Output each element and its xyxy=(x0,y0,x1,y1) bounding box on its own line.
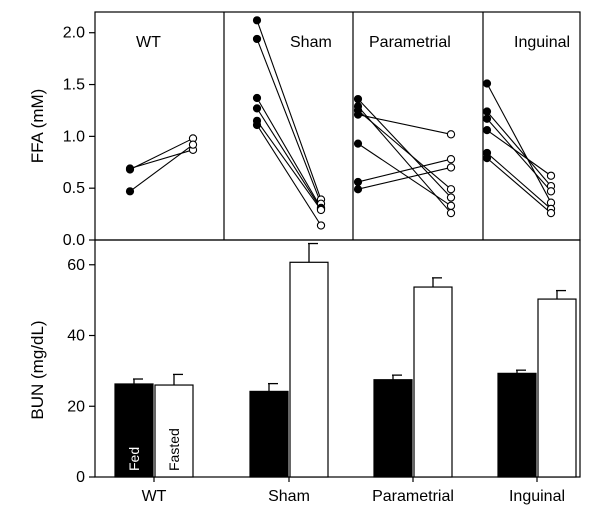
bun-y-tick-label: 0 xyxy=(76,469,85,486)
ffa-fasted-point xyxy=(446,155,456,164)
legend-fed-label: Fed xyxy=(126,447,142,471)
bun-y-tick-label: 60 xyxy=(67,257,85,274)
ffa-fed-point xyxy=(482,79,492,88)
ffa-fed-point xyxy=(252,93,262,103)
bun-fasted-bar xyxy=(413,286,453,478)
ffa-pair-line xyxy=(357,114,452,135)
ffa-panel-label: Sham xyxy=(290,34,332,51)
ffa-fed-point xyxy=(482,107,492,116)
bun-fed-bar xyxy=(497,372,537,478)
bun-fed-bar xyxy=(114,383,154,478)
ffa-fasted-point xyxy=(446,163,456,172)
ffa-fed-point xyxy=(482,154,492,163)
bun-category-label: WT xyxy=(142,488,167,505)
ffa-panel-label: WT xyxy=(136,34,161,51)
ffa-pair-line xyxy=(357,98,452,198)
ffa-pair-line xyxy=(129,137,194,171)
ffa-fed-point xyxy=(252,104,262,113)
ffa-pair-line xyxy=(256,38,322,204)
ffa-fed-point xyxy=(252,16,262,25)
bun-bar-chart: 0 20 40 60 WT Sham Parametrial Inguinal Fed Faste… xyxy=(67,239,581,505)
ffa-fasted-point xyxy=(188,140,198,149)
bun-fed-bar xyxy=(373,379,413,478)
ffa-fasted-point xyxy=(546,208,556,218)
ffa-pair-line xyxy=(357,110,452,190)
ffa-y-tick-label: 2.0 xyxy=(63,25,85,42)
bun-fasted-bar xyxy=(289,261,329,478)
ffa-fed-point xyxy=(482,114,492,123)
ffa-pair-line xyxy=(486,111,552,187)
bun-y-tick-label: 40 xyxy=(67,328,85,345)
ffa-pair-line xyxy=(129,149,194,170)
ffa-frame xyxy=(94,11,581,241)
ffa-pair-line xyxy=(486,118,552,192)
ffa-fasted-point xyxy=(316,221,326,230)
ffa-fed-point xyxy=(353,94,363,104)
ffa-pair-line xyxy=(256,20,322,200)
ffa-pair-line xyxy=(486,129,552,177)
ffa-fed-point xyxy=(353,185,363,194)
bun-axis-title: BUN (mg/dL) xyxy=(28,320,47,419)
bun-category-label: Inguinal xyxy=(509,488,565,505)
ffa-fasted-point xyxy=(546,187,556,196)
ffa-y-tick-label: 1.0 xyxy=(63,128,85,145)
ffa-panel-label: Inguinal xyxy=(514,34,570,51)
ffa-y-tick-label: 1.5 xyxy=(63,77,85,94)
bun-frame xyxy=(94,239,581,478)
ffa-fed-point xyxy=(353,110,363,119)
ffa-fed-point xyxy=(482,126,492,135)
ffa-pair-line xyxy=(486,152,552,210)
ffa-y-tick-label: 0.5 xyxy=(63,180,85,197)
bun-fed-bar xyxy=(249,390,289,478)
ffa-fed-point xyxy=(252,34,262,44)
ffa-fasted-point xyxy=(546,171,556,180)
ffa-pair-line xyxy=(256,108,322,210)
ffa-fed-point xyxy=(353,139,363,148)
ffa-fed-point xyxy=(125,187,135,196)
legend-fasted-label: Fasted xyxy=(166,428,182,471)
ffa-fed-point xyxy=(252,120,262,130)
ffa-pair-line xyxy=(486,157,552,214)
ffa-fasted-point xyxy=(446,193,456,202)
ffa-panel-label: Parametrial xyxy=(369,34,451,51)
ffa-pair-line xyxy=(256,120,322,211)
ffa-pair-line xyxy=(357,166,452,190)
bun-category-label: Sham xyxy=(268,488,310,505)
ffa-axis-title: FFA (mM) xyxy=(28,89,47,164)
ffa-pair-line xyxy=(357,158,452,183)
ffa-fasted-point xyxy=(446,201,456,210)
ffa-panel-chart: 0.0 0.5 1.0 1.5 2.0 WT Sham Parametrial Inguinal xyxy=(63,11,581,249)
bun-fasted-bar xyxy=(154,384,194,478)
ffa-fed-point xyxy=(353,177,363,187)
bun-category-label: Parametrial xyxy=(372,488,454,505)
ffa-pair-line xyxy=(129,144,194,192)
bun-fasted-bar xyxy=(537,298,577,478)
ffa-pair-line xyxy=(357,143,452,207)
ffa-fasted-point xyxy=(446,185,456,194)
bun-y-tick-label: 20 xyxy=(67,398,85,415)
ffa-fasted-point xyxy=(446,130,456,139)
ffa-fasted-point xyxy=(446,208,456,218)
ffa-pair-line xyxy=(256,97,322,209)
ffa-pair-line xyxy=(256,124,322,226)
ffa-y-tick-label: 0.0 xyxy=(63,232,85,249)
ffa-fed-point xyxy=(125,165,135,174)
ffa-pair-line xyxy=(486,83,552,203)
ffa-fasted-point xyxy=(316,205,326,215)
